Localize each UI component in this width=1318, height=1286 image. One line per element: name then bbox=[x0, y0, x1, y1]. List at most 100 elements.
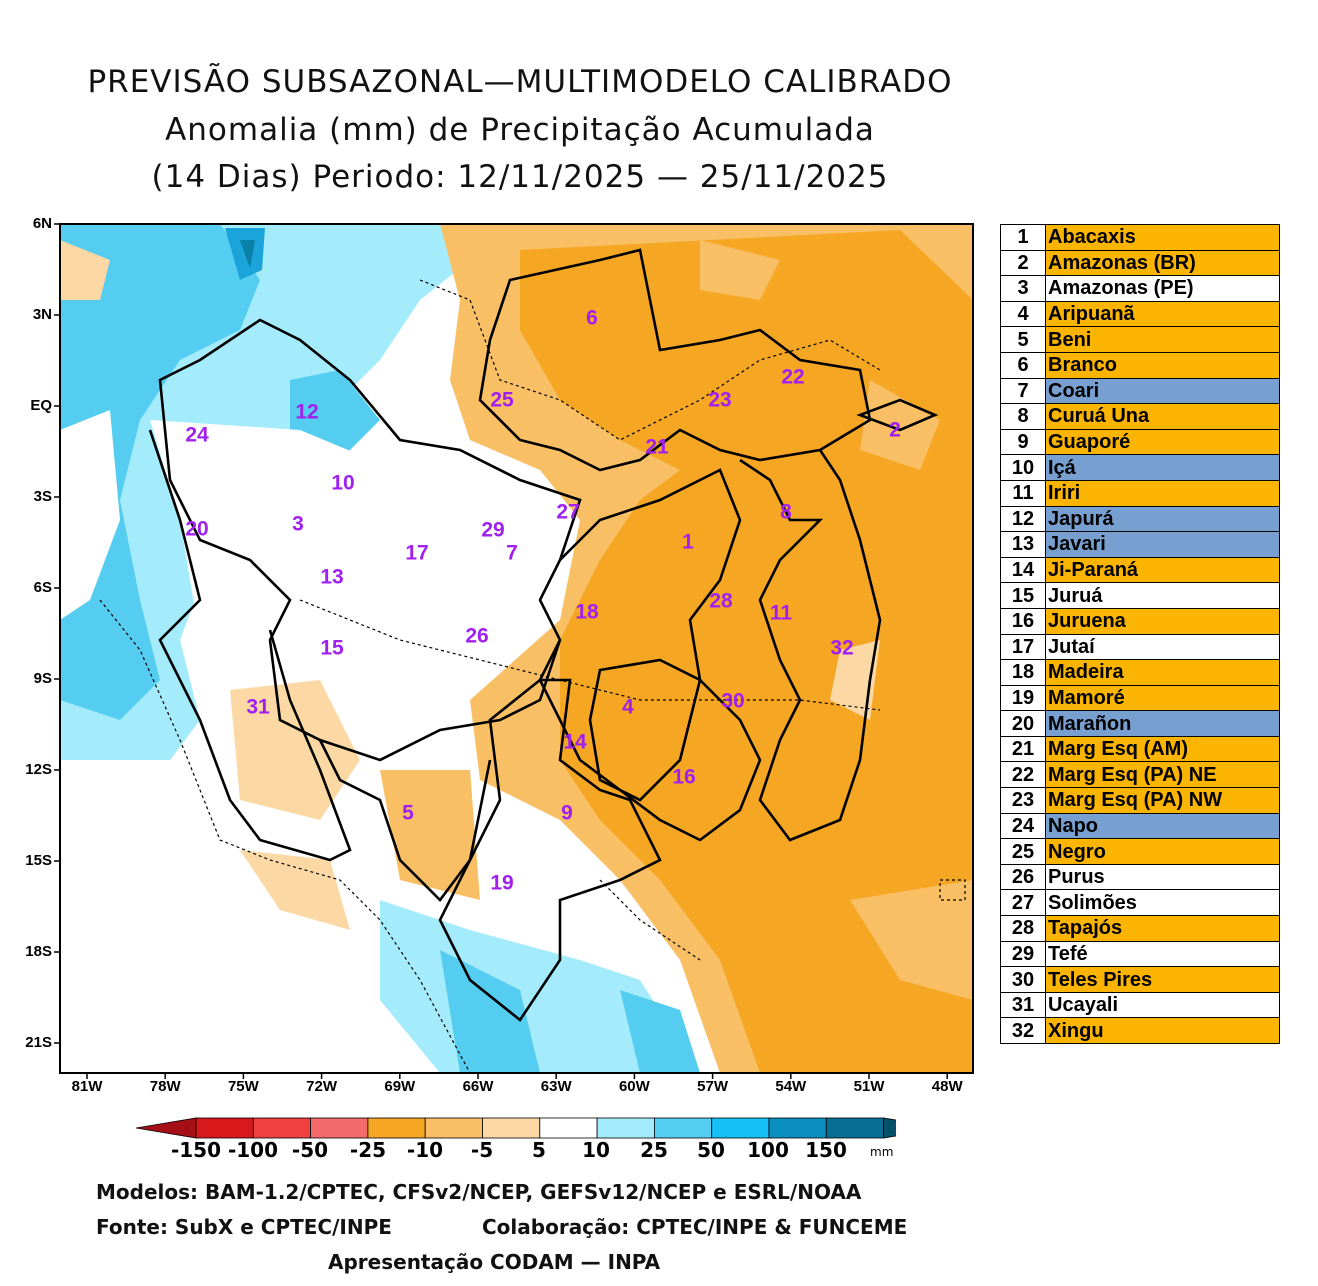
basin-label-27: 27 bbox=[556, 501, 579, 524]
map-title-line2: Anomalia (mm) de Precipitação Acumulada bbox=[165, 112, 875, 148]
lon-tick-label: 75W bbox=[227, 1078, 259, 1095]
legend-row: 5 Beni bbox=[1000, 326, 1280, 353]
legend-number: 23 bbox=[1000, 787, 1046, 814]
colorbar-label: 100 bbox=[747, 1138, 789, 1162]
lat-tick-label: 9S bbox=[33, 670, 52, 687]
lon-tick-label: 48W bbox=[931, 1078, 963, 1095]
basin-label-31: 31 bbox=[246, 696, 270, 719]
legend-basin-name: Marg Esq (PA) NE bbox=[1045, 761, 1280, 789]
lat-tick-label: 6S bbox=[33, 579, 52, 596]
colorbar-segment bbox=[768, 1117, 827, 1139]
lon-tick-label: 81W bbox=[71, 1078, 103, 1095]
legend-number: 7 bbox=[1000, 377, 1046, 405]
colorbar-high-tip bbox=[883, 1117, 896, 1139]
legend-basin-name: Tapajós bbox=[1045, 915, 1280, 942]
basin-label-30: 30 bbox=[721, 690, 744, 713]
legend-row: 19 Mamoré bbox=[1000, 684, 1280, 712]
basin-boundaries bbox=[148, 248, 939, 1022]
legend-number: 17 bbox=[1000, 633, 1046, 661]
colorbar-segment bbox=[825, 1117, 884, 1139]
legend-row: 24 Napo bbox=[1000, 812, 1280, 840]
legend-basin-name: Coari bbox=[1045, 377, 1280, 405]
legend-row: 2 Amazonas (BR) bbox=[1000, 249, 1280, 277]
legend-row: 21 Marg Esq (AM) bbox=[1000, 735, 1280, 763]
colorbar-label: 50 bbox=[697, 1138, 725, 1162]
colorbar-label: -100 bbox=[227, 1138, 279, 1162]
legend-number: 9 bbox=[1000, 428, 1046, 456]
legend-basin-name: Amazonas (BR) bbox=[1045, 249, 1280, 277]
legend-basin-name: Marg Esq (AM) bbox=[1045, 735, 1280, 763]
lat-tick-label: EQ bbox=[30, 397, 52, 414]
colorbar bbox=[136, 1117, 896, 1139]
colorbar-segment bbox=[252, 1117, 312, 1139]
legend-basin-name: Curuá Una bbox=[1045, 403, 1280, 430]
legend-number: 18 bbox=[1000, 659, 1046, 686]
legend-basin-name: Napo bbox=[1045, 812, 1280, 840]
legend-number: 14 bbox=[1000, 556, 1046, 584]
legend-basin-name: Javari bbox=[1045, 531, 1280, 558]
basin-label-16: 16 bbox=[672, 766, 695, 789]
legend-basin-name: Juruá bbox=[1045, 582, 1280, 609]
legend-number: 2 bbox=[1000, 249, 1046, 277]
legend-basin-name: Abacaxis bbox=[1045, 224, 1280, 251]
legend-row: 10 Içá bbox=[1000, 454, 1280, 481]
map-title-line3: (14 Dias) Periodo: 12/11/2025 — 25/11/20… bbox=[151, 159, 889, 195]
lon-tick-label: 72W bbox=[306, 1078, 338, 1095]
anomaly-map: 1234567891011121314151617181920212223242… bbox=[54, 223, 974, 1079]
legend-basin-name: Purus bbox=[1045, 863, 1280, 891]
legend-number: 26 bbox=[1000, 863, 1046, 891]
legend-basin-name: Ucayali bbox=[1045, 991, 1280, 1019]
lon-tick-label: 60W bbox=[618, 1078, 650, 1095]
legend-basin-name: Solimões bbox=[1045, 889, 1280, 917]
legend-row: 12 Japurá bbox=[1000, 505, 1280, 533]
legend-number: 4 bbox=[1000, 300, 1046, 328]
legend-basin-name: Amazonas (PE) bbox=[1045, 275, 1280, 302]
legend-basin-name: Marg Esq (PA) NW bbox=[1045, 787, 1280, 814]
basin-label-25: 25 bbox=[490, 389, 514, 412]
basin-label-24: 24 bbox=[185, 424, 209, 447]
basin-legend-table: 1 Abacaxis 2 Amazonas (BR) 3 Amazonas (PE) 4 Ar… bbox=[1000, 224, 1280, 1044]
axis-ticks bbox=[54, 223, 948, 1079]
basin-label-26: 26 bbox=[465, 625, 488, 648]
legend-row: 28 Tapajós bbox=[1000, 915, 1280, 942]
basin-label-10: 10 bbox=[331, 472, 354, 495]
legend-row: 7 Coari bbox=[1000, 377, 1280, 405]
legend-number: 12 bbox=[1000, 505, 1046, 533]
legend-basin-name: Iriri bbox=[1045, 479, 1280, 507]
lat-tick-label: 21S bbox=[25, 1034, 52, 1051]
colorbar-segment bbox=[654, 1117, 713, 1139]
legend-basin-name: Madeira bbox=[1045, 659, 1280, 686]
footer-collaboration: Colaboração: CPTEC/INPE & FUNCEME bbox=[482, 1215, 908, 1239]
lon-tick-label: 51W bbox=[853, 1078, 885, 1095]
basin-label-9: 9 bbox=[561, 802, 573, 825]
basin-label-8: 8 bbox=[780, 501, 792, 524]
legend-number: 13 bbox=[1000, 531, 1046, 558]
legend-row: 17 Jutaí bbox=[1000, 633, 1280, 661]
footer-presentation: Apresentação CODAM — INPA bbox=[328, 1250, 661, 1274]
basin-label-13: 13 bbox=[320, 566, 343, 589]
legend-number: 27 bbox=[1000, 889, 1046, 917]
legend-basin-name: Branco bbox=[1045, 351, 1280, 379]
lat-tick-label: 6N bbox=[32, 215, 52, 232]
basin-label-6: 6 bbox=[586, 307, 598, 330]
basin-label-11: 11 bbox=[770, 602, 793, 625]
lat-tick-label: 15S bbox=[25, 852, 52, 869]
footer-models: Modelos: BAM-1.2/CPTEC, CFSv2/NCEP, GEFS… bbox=[96, 1180, 862, 1204]
colorbar-unit: mm bbox=[870, 1145, 894, 1159]
legend-number: 32 bbox=[1000, 1017, 1046, 1044]
basin-label-7: 7 bbox=[506, 542, 518, 565]
legend-basin-name: Teles Pires bbox=[1045, 966, 1280, 993]
lon-tick-label: 78W bbox=[149, 1078, 181, 1095]
legend-basin-name: Tefé bbox=[1045, 940, 1280, 968]
lon-tick-label: 69W bbox=[384, 1078, 416, 1095]
legend-number: 11 bbox=[1000, 479, 1046, 507]
legend-row: 23 Marg Esq (PA) NW bbox=[1000, 787, 1280, 814]
legend-basin-name: Mamoré bbox=[1045, 684, 1280, 712]
legend-number: 21 bbox=[1000, 735, 1046, 763]
legend-number: 8 bbox=[1000, 403, 1046, 430]
basin-labels: 1234567891011121314151617181920212223242… bbox=[185, 307, 901, 895]
legend-number: 31 bbox=[1000, 991, 1046, 1019]
basin-label-2: 2 bbox=[889, 419, 901, 442]
legend-basin-name: Marañon bbox=[1045, 710, 1280, 737]
colorbar-label: -150 bbox=[170, 1138, 222, 1162]
